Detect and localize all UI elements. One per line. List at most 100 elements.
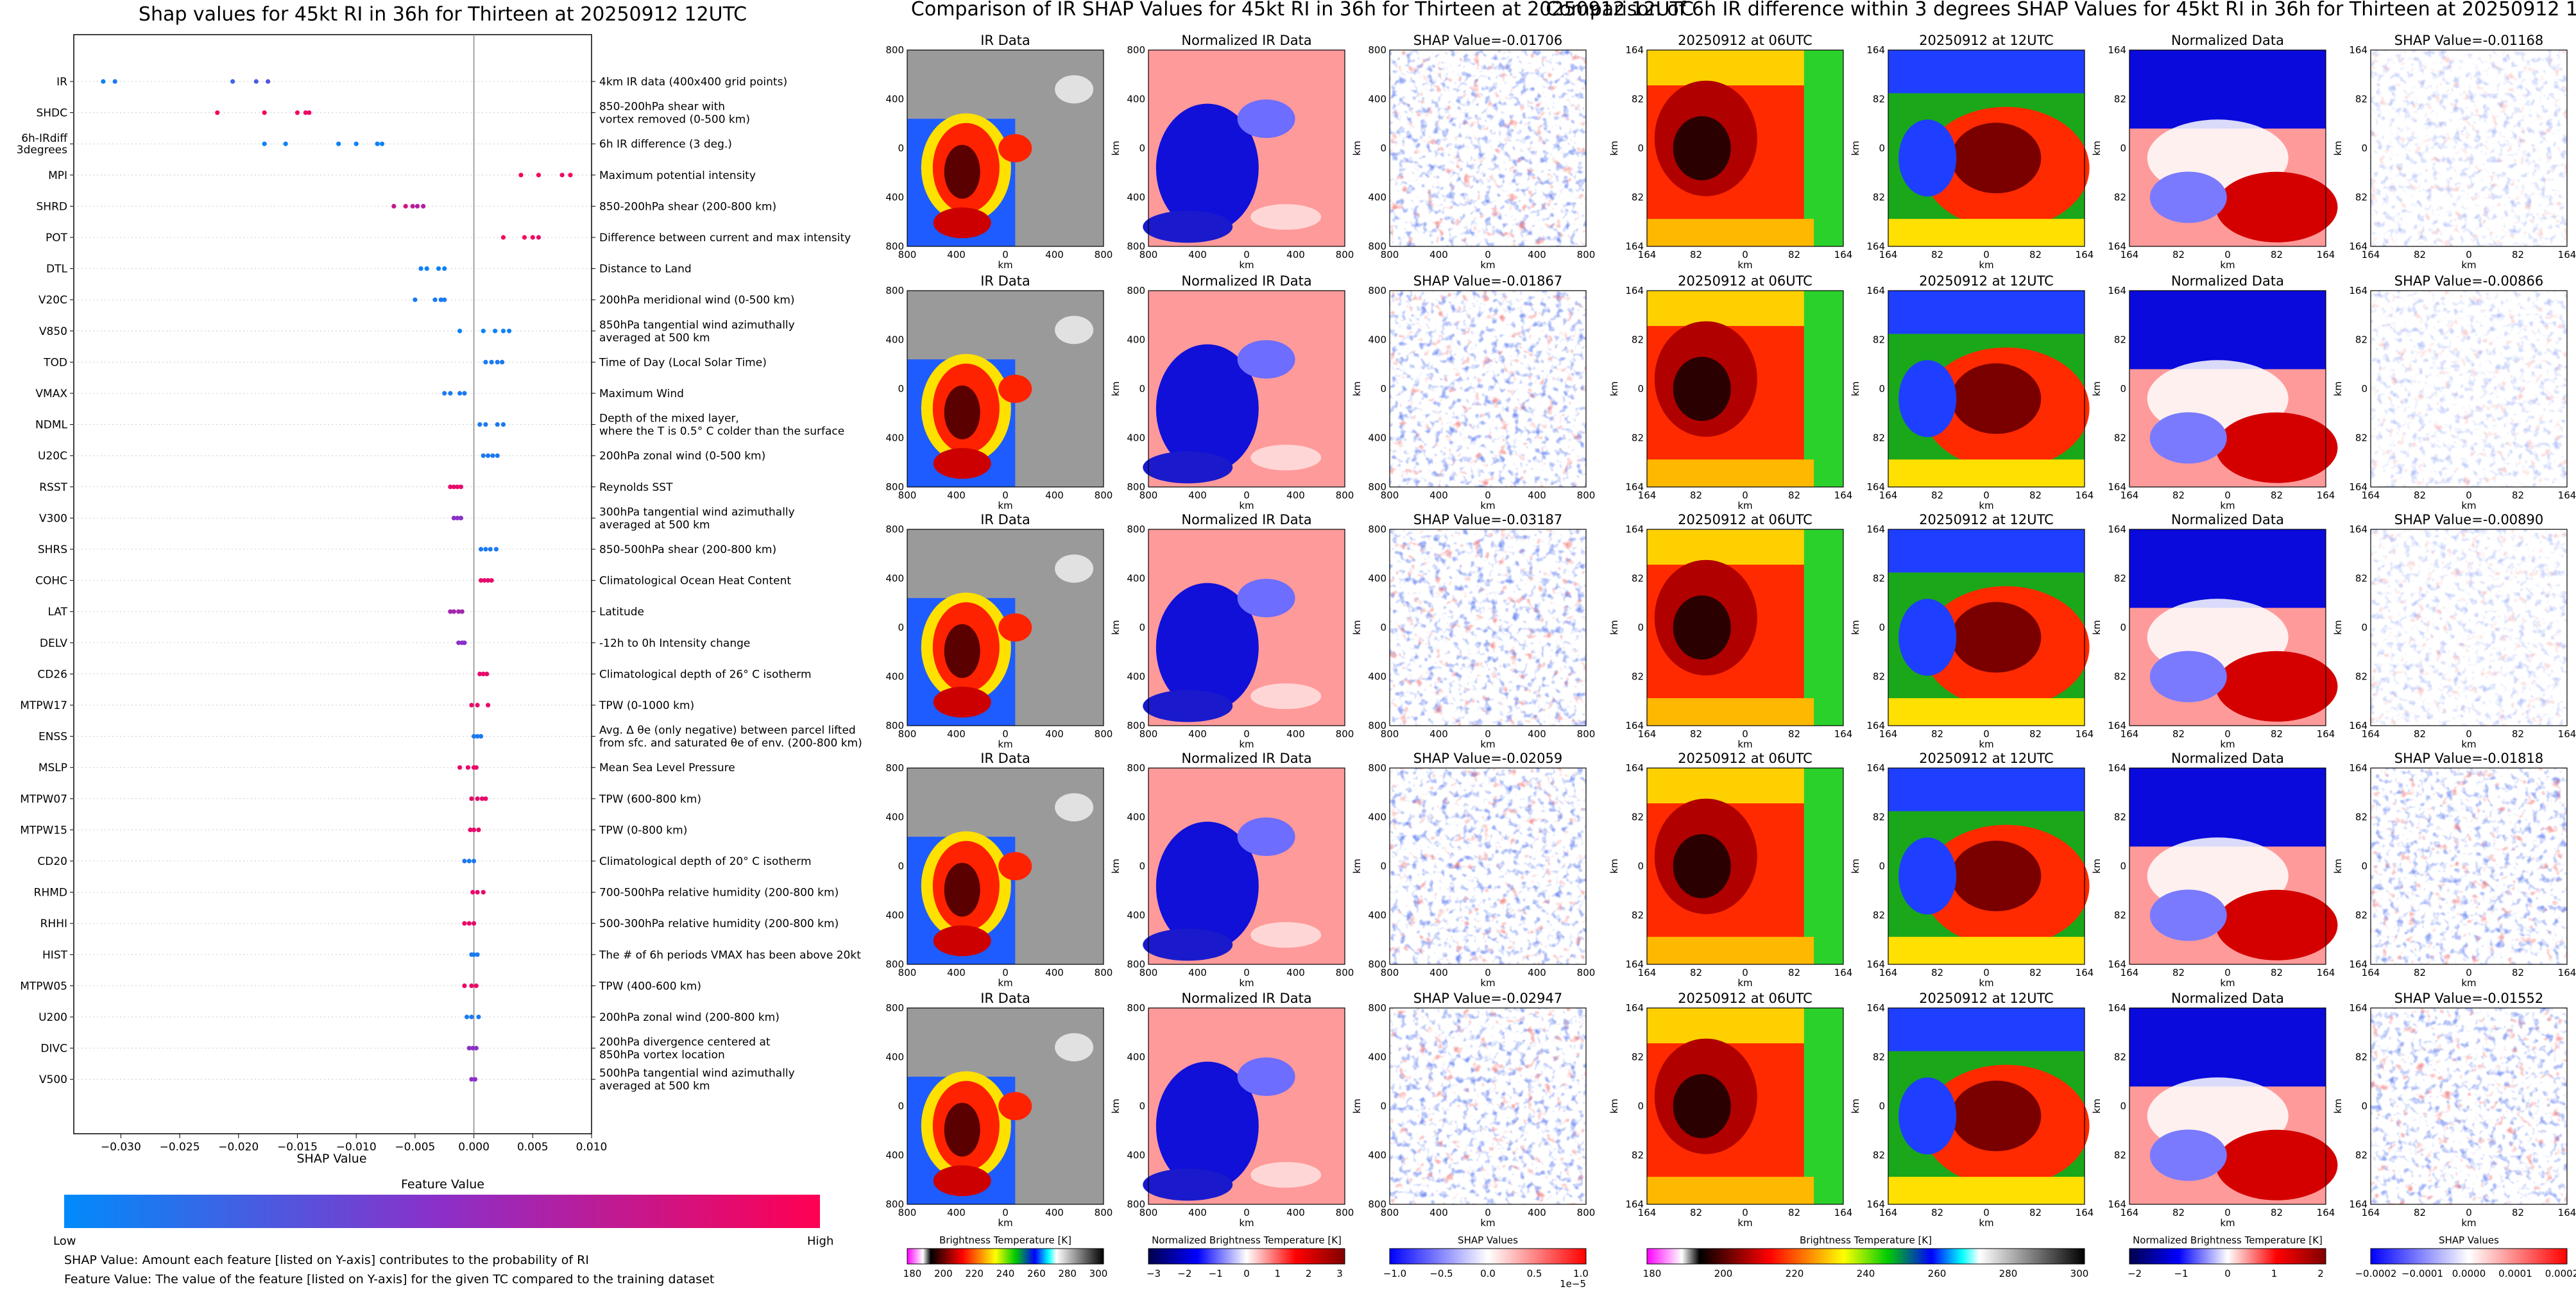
y-tick-label: 0 [1380,1100,1386,1112]
y-tick-label: 400 [885,94,904,105]
x-tick-label: 800 [898,728,917,740]
heatmap-panel: Normalized IR Data8008004004000040040080… [1110,273,1354,511]
x-tick-label: 0 [2466,728,2472,740]
x-tick-label: 0 [1742,1207,1748,1218]
x-tick-label: 164 [2558,249,2576,260]
y-tick-label: 82 [1632,812,1644,823]
x-tick-label: 82 [1931,249,1943,260]
feature-description: 850-200hPa shear (200-800 km) [599,200,776,213]
y-tick-label: 82 [1632,334,1644,346]
y-tick-label: 0 [1380,383,1386,395]
colorbar-gradient [2129,1248,2326,1265]
y-tick-label: 164 [2349,481,2367,493]
feature-row: DELV -12h to 0h Intensity change [40,637,750,650]
x-tick-label: 164 [1638,1207,1657,1218]
feature-name: V850 [39,325,67,338]
x-tick-label: 82 [1690,728,1702,740]
y-tick-label: 82 [2114,334,2126,346]
y-tick-label: 82 [1873,1150,1885,1161]
shap-point [462,640,467,645]
x-tick-label: 0 [2466,249,2472,260]
y-axis-label: km [1608,858,1620,873]
colorbar-high-label: High [807,1234,833,1248]
y-tick-label: 400 [1368,94,1386,105]
shap-point [484,671,490,676]
y-tick-label: 400 [885,671,904,683]
shap-point [469,983,474,988]
panel-frame [2370,1007,2568,1205]
colorbar-tick: 180 [1643,1268,1662,1279]
colorbar-low-label: Low [53,1234,76,1248]
x-tick-label: 800 [1381,728,1399,740]
heatmap-panel: 20250912 at 06UTC1641648282008282164164k… [1608,33,1852,271]
x-tick-label: 164 [2558,490,2576,501]
feature-description: Maximum potential intensity [599,169,756,182]
shap-point [482,578,487,583]
feature-row: U200 200hPa zonal wind (200-800 km) [38,1011,780,1024]
y-tick-label: 800 [885,285,904,296]
y-tick-label: 0 [2120,1100,2126,1112]
feature-row: V500 500hPa tangential wind azimuthallyav… [39,1067,795,1093]
feature-description: 4km IR data (400x400 grid points) [599,76,787,89]
y-tick-label: 164 [1866,762,1885,774]
shap-plot-frame [73,34,592,1134]
colorbar-label: SHAP Values [1458,1234,1518,1246]
colorbar-gradient [1148,1248,1345,1265]
feature-name: RSST [39,481,67,494]
x-tick-label: 800 [1095,1207,1113,1218]
x-tick-label: 800 [1381,1207,1399,1218]
x-tick-label: 800 [898,249,917,260]
feature-description: 200hPa zonal wind (200-800 km) [599,1011,780,1024]
x-tick-label: 400 [1286,490,1305,501]
panel-title: 20250912 at 06UTC [1678,512,1813,527]
x-axis-label: km [998,500,1012,511]
x-tick-label: 164 [1834,249,1853,260]
shap-point [473,1046,479,1051]
feature-row: RHHI 500-300hPa relative humidity (200-80… [40,918,839,930]
feature-description: Mean Sea Level Pressure [599,762,735,774]
panel-title: Normalized Data [2171,991,2284,1006]
y-tick-label: 800 [1127,481,1145,493]
x-tick-label: 800 [1336,1207,1354,1218]
panel-title: Normalized IR Data [1181,273,1311,289]
shap-point [379,141,385,146]
panel-frame [1389,49,1587,247]
x-tick-label: 0 [1742,490,1748,501]
x-axis-label: km [1979,977,1993,989]
y-tick-label: 400 [1368,1150,1386,1161]
feature-description: 850-500hPa shear (200-800 km) [599,543,776,556]
heatmap-panel: SHAP Value=-0.01552164164828200828216416… [2332,991,2576,1229]
x-axis-label: km [1480,259,1495,271]
x-tick-label: 82 [1690,967,1702,978]
x-axis-label: km [2461,977,2476,989]
x-axis-label: km [2461,500,2476,511]
y-axis-label: km [1110,1098,1122,1113]
y-tick-label: 164 [2108,1002,2126,1014]
feature-value-colorbar [64,1195,820,1228]
x-tick-label: 164 [1879,1207,1898,1218]
panel-title: 20250912 at 06UTC [1678,273,1813,289]
shap-point [476,827,481,832]
y-axis-label: km [1351,858,1363,873]
x-tick-label: 0 [1485,728,1491,740]
feature-row: V850 850hPa tangential wind azimuthallyav… [39,319,795,345]
x-tick-label: 0 [1485,1207,1491,1218]
panel-frame [2129,767,2326,965]
feature-description: TPW (400-600 km) [599,980,701,993]
y-tick-label: 82 [1873,1052,1885,1063]
x-tick-label: 400 [1429,728,1448,740]
y-tick-label: 800 [1127,720,1145,731]
x-tick-label: 400 [1528,249,1546,260]
shap-point [471,827,477,832]
x-tick-label: 0.005 [517,1141,549,1154]
x-tick-label: 800 [1336,967,1354,978]
shap-point [266,79,271,84]
y-tick-label: 0 [1380,622,1386,633]
x-tick-label: 82 [2271,490,2283,501]
y-tick-label: 164 [1866,1199,1885,1210]
x-tick-label: 800 [1336,728,1354,740]
colorbar-tick: −1 [2174,1268,2188,1279]
y-tick-label: 400 [885,432,904,444]
shap-point [490,453,495,458]
